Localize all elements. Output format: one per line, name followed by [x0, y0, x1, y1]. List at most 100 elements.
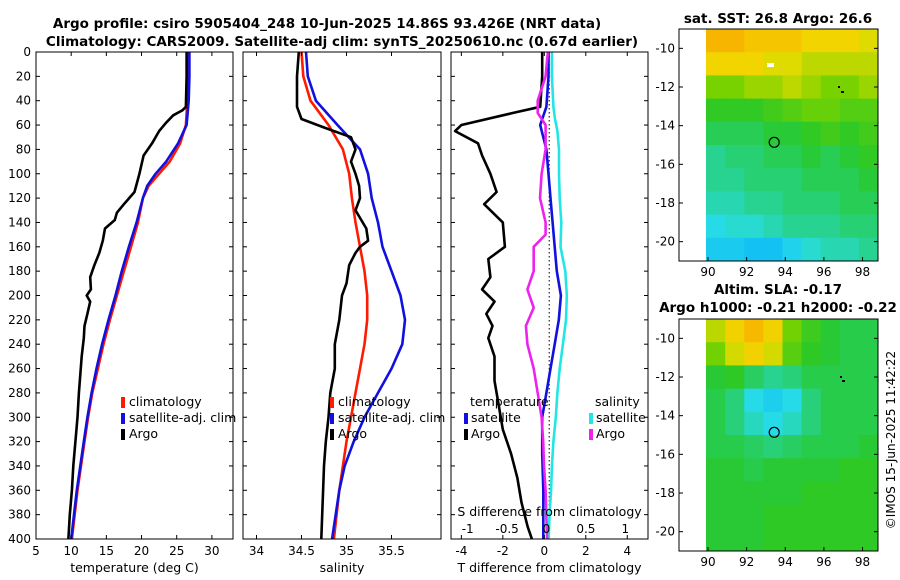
- lat-tick-label: -16: [655, 157, 675, 171]
- map-cell: [839, 29, 860, 53]
- map-cell: [858, 75, 878, 100]
- map-cell: [706, 75, 726, 100]
- map-cell: [839, 365, 860, 390]
- lat-tick-label: -14: [655, 409, 675, 423]
- map-cell: [858, 237, 878, 261]
- map-cell: [782, 411, 803, 436]
- legend-label-s-satellite: satellite: [596, 410, 646, 425]
- legend-label-t-satellite: satellite: [471, 410, 521, 425]
- y-tick-label: 140: [8, 215, 31, 229]
- map-cell: [763, 342, 784, 366]
- lat-tick-label: -10: [655, 41, 675, 55]
- legend-swatch-t-argo: [464, 429, 468, 440]
- map-cell: [801, 435, 822, 459]
- map-cell: [763, 145, 784, 169]
- map-cell: [763, 237, 784, 261]
- map-cell: [725, 504, 745, 529]
- map-cell: [801, 98, 822, 123]
- sla-map-title-line2: Argo h1000: -0.21 h2000: -0.22: [659, 300, 897, 316]
- map-cell: [744, 237, 764, 261]
- lat-tick-label: -14: [655, 119, 675, 133]
- map-cell: [858, 388, 878, 413]
- map-cell: [801, 237, 822, 261]
- x-tick-label: 0: [540, 544, 548, 558]
- map-cell: [706, 527, 726, 551]
- map-cell: [839, 145, 860, 169]
- x-tick-label: -2: [497, 544, 509, 558]
- legend-label-climatology: climatology: [129, 394, 202, 409]
- map-cell: [744, 145, 764, 169]
- map-cell: [782, 145, 803, 169]
- map-cell: [763, 75, 784, 100]
- top-x-tick-label: -1: [462, 522, 474, 536]
- map-cell: [725, 121, 745, 146]
- series-line-s-argo: [524, 52, 550, 539]
- y-tick-label: 260: [8, 362, 31, 376]
- legend-title-salinity: salinity: [595, 394, 640, 409]
- map-cell: [839, 168, 860, 192]
- map-cell: [858, 319, 878, 343]
- map-cell: [706, 458, 726, 482]
- map-cell: [820, 168, 841, 192]
- map-cell: [782, 365, 803, 390]
- map-cell: [801, 145, 822, 169]
- map-cell: [706, 411, 726, 436]
- map-cell: [801, 342, 822, 366]
- map-cell: [744, 98, 764, 123]
- legend-swatch-s-argo: [589, 429, 593, 440]
- y-tick-label: 0: [23, 45, 31, 59]
- map-cell: [839, 237, 860, 261]
- map-cell: [782, 481, 803, 506]
- map-cell: [801, 504, 822, 529]
- map-cell: [706, 191, 726, 216]
- lon-tick-label: 92: [739, 555, 754, 569]
- map-cell: [782, 527, 803, 551]
- legend-label-s-argo: Argo: [596, 426, 625, 441]
- map-cell: [839, 481, 860, 506]
- map-cell: [782, 98, 803, 123]
- map-cell: [725, 75, 745, 100]
- map-cell: [706, 121, 726, 146]
- map-cell: [839, 388, 860, 413]
- map-cell: [744, 388, 764, 413]
- sst-map-panel: sat. SST: 26.8 Argo: 26.6 90 92 94 96 98 -10 -…: [655, 11, 879, 279]
- argo-position-marker: [768, 136, 780, 148]
- map-cell: [839, 435, 860, 459]
- map-cell: [839, 121, 860, 146]
- lat-tick-label: -18: [655, 486, 675, 500]
- map-cell: [801, 481, 822, 506]
- x-tick-label: 34: [249, 544, 264, 558]
- lat-tick-label: -12: [655, 370, 675, 384]
- map-cell: [858, 145, 878, 169]
- temperature-xlabel: temperature (deg C): [70, 560, 199, 575]
- map-cell: [744, 214, 764, 239]
- y-tick-label: 320: [8, 435, 31, 449]
- island-marker: [840, 376, 842, 378]
- lat-tick-label: -12: [655, 80, 675, 94]
- x-tick-label: 34.5: [288, 544, 315, 558]
- map-cell: [706, 52, 726, 76]
- map-cell: [725, 365, 745, 390]
- map-cell: [820, 481, 841, 506]
- sst-missing-pixel: [767, 63, 774, 67]
- map-cell: [839, 319, 860, 343]
- map-cell: [801, 52, 822, 76]
- argo-position-marker: [768, 426, 780, 438]
- legend-swatch-argo: [330, 429, 334, 440]
- map-cell: [763, 168, 784, 192]
- series-line-argo: [295, 52, 370, 539]
- map-cell: [706, 481, 726, 506]
- map-cell: [725, 145, 745, 169]
- map-cell: [782, 319, 803, 343]
- map-cell: [801, 458, 822, 482]
- map-cell: [725, 435, 745, 459]
- map-cell: [725, 458, 745, 482]
- map-cell: [725, 527, 745, 551]
- map-cell: [801, 365, 822, 390]
- map-cell: [706, 388, 726, 413]
- map-cell: [725, 319, 745, 343]
- map-cell: [801, 388, 822, 413]
- map-cell: [801, 29, 822, 53]
- series-line-climatology: [70, 52, 190, 539]
